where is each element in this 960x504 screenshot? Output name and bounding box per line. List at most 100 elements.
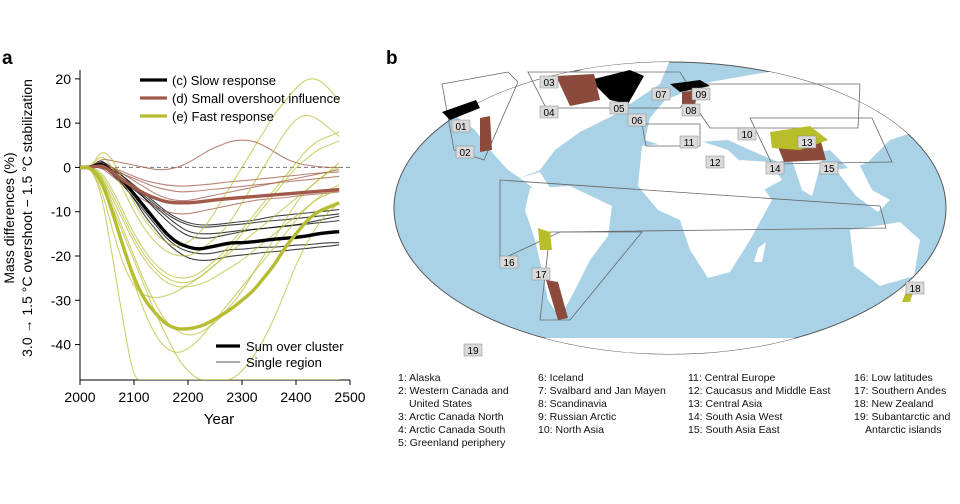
legend-label-single: Single region bbox=[246, 355, 322, 370]
region-tag-box-09 bbox=[691, 87, 711, 101]
panel-a-label: a bbox=[2, 48, 13, 69]
legend-label-sum: Sum over cluster bbox=[246, 339, 344, 354]
region-tag-19: 19 bbox=[467, 346, 479, 357]
region-tag-box-04 bbox=[539, 105, 559, 119]
x-tick-label: 2100 bbox=[118, 389, 149, 405]
panel-b-label: b bbox=[386, 48, 398, 69]
region-tag-11: 11 bbox=[684, 138, 695, 149]
region-8: 8: Scandinavia bbox=[538, 398, 607, 410]
madagascar bbox=[754, 242, 766, 262]
region-5: 5: Greenland periphery bbox=[398, 437, 506, 449]
y-tick-label: -20 bbox=[51, 248, 71, 264]
region-tag-18: 18 bbox=[909, 284, 921, 295]
y-tick-label: -30 bbox=[51, 292, 71, 308]
region-tag-box-11 bbox=[679, 135, 699, 149]
series-small-region bbox=[80, 163, 340, 187]
continent-africa bbox=[638, 140, 772, 278]
legend-top: (c) Slow response (d) Small overshoot in… bbox=[140, 73, 340, 124]
glacier-arctic-canada bbox=[556, 74, 600, 106]
x-tick-label: 2200 bbox=[172, 389, 203, 405]
series-fast-sum bbox=[80, 165, 340, 331]
region-tag-box-12 bbox=[705, 155, 725, 169]
region-tag-box-13 bbox=[797, 135, 817, 149]
x-tick-label: 2300 bbox=[226, 389, 257, 405]
region-12: 12: Caucasus and Middle East bbox=[688, 385, 831, 397]
region-tag-05: 05 bbox=[613, 104, 625, 115]
region-tag-03: 03 bbox=[543, 78, 555, 89]
region-box-southern-andes bbox=[539, 231, 643, 321]
x-tick-label: 2000 bbox=[64, 389, 95, 405]
plot-area: 20 10 0 -10 -20 -30 -40 2000 2100 2200 2300 2400 250… bbox=[51, 70, 366, 405]
series-fast-region bbox=[80, 166, 340, 380]
region-tag-box-01 bbox=[451, 119, 471, 133]
region-tag-04: 04 bbox=[543, 108, 555, 119]
glacier-southern-andes bbox=[546, 280, 568, 320]
series-fast-region bbox=[80, 140, 340, 284]
region-3: 3: Arctic Canada North bbox=[398, 411, 504, 423]
region-tag-box-18 bbox=[905, 281, 925, 295]
y-tick-label: 10 bbox=[55, 115, 71, 131]
region-tag-01: 01 bbox=[455, 122, 467, 133]
region-14: 14: South Asia West bbox=[688, 411, 783, 423]
series-small-region bbox=[80, 139, 340, 171]
region-2: 2: Western Canada and bbox=[398, 385, 509, 397]
region-tag-box-14 bbox=[765, 161, 785, 175]
x-tick-label: 2400 bbox=[280, 389, 311, 405]
region-legend-col-2: 6: Iceland 7: Svalbard and Jan Mayen 8: … bbox=[538, 372, 666, 437]
region-tag-09: 09 bbox=[695, 90, 707, 101]
continent-south-america bbox=[525, 186, 612, 318]
region-tag-box-07 bbox=[651, 87, 671, 101]
region-tag-box-02 bbox=[455, 145, 475, 159]
region-tags: 01 02 03 04 05 06 07 08 09 10 11 12 13 14 15 16 17 18 19 bbox=[451, 75, 925, 357]
legend-label-fast: (e) Fast response bbox=[172, 109, 274, 124]
region-tag-box-05 bbox=[609, 101, 629, 115]
region-tag-06: 06 bbox=[631, 116, 643, 127]
region-tag-box-03 bbox=[539, 75, 559, 89]
region-tag-box-16 bbox=[499, 255, 519, 269]
region-4: 4: Arctic Canada South bbox=[398, 424, 506, 436]
region-box-central-europe bbox=[641, 123, 701, 147]
y-axis-label-line2: 3.0 → 1.5 °C overshoot − 1.5 °C stabiliz… bbox=[19, 79, 35, 357]
region-17: 17: Southern Andes bbox=[854, 385, 947, 397]
region-tag-12: 12 bbox=[709, 158, 721, 169]
region-15: 15: South Asia East bbox=[688, 424, 780, 436]
y-tick-label: -10 bbox=[51, 204, 71, 220]
region-7: 7: Svalbard and Jan Mayen bbox=[538, 385, 666, 397]
series-fast-region bbox=[80, 166, 340, 380]
region-legend-col-4: 16: Low latitudes 17: Southern Andes 18:… bbox=[854, 372, 950, 437]
series-fast-region bbox=[80, 166, 340, 336]
region-16: 16: Low latitudes bbox=[854, 372, 933, 384]
region-tag-10: 10 bbox=[741, 130, 753, 141]
region-box-low-latitudes bbox=[499, 179, 887, 261]
region-tag-box-19 bbox=[463, 343, 483, 357]
legend-label-slow: (c) Slow response bbox=[172, 73, 276, 88]
series-fast-region bbox=[80, 131, 340, 279]
series-small-sum bbox=[80, 164, 340, 205]
glacier-western-canada bbox=[480, 116, 492, 152]
y-tick-label: 20 bbox=[55, 71, 71, 87]
series-fast-region bbox=[80, 78, 340, 247]
region-legend-col-1: 1: Alaska 2: Western Canada and United S… bbox=[398, 372, 509, 450]
region-10: 10: North Asia bbox=[538, 424, 604, 436]
region-tag-15: 15 bbox=[823, 164, 835, 175]
region-11: 11: Central Europe bbox=[688, 372, 776, 384]
y-tick-label: -40 bbox=[51, 337, 71, 353]
region-tag-box-08 bbox=[681, 103, 701, 117]
continent-australia bbox=[850, 222, 920, 286]
region-tag-08: 08 bbox=[685, 106, 697, 117]
region-1: 1: Alaska bbox=[398, 372, 441, 384]
southeast-asia bbox=[836, 166, 890, 212]
region-legend-col-3: 11: Central Europe 12: Caucasus and Midd… bbox=[688, 372, 830, 437]
region-tag-box-06 bbox=[627, 113, 647, 127]
glacier-greenland bbox=[590, 70, 644, 104]
series-fast-region bbox=[80, 166, 340, 288]
region-tag-13: 13 bbox=[801, 138, 813, 149]
series-slow-region bbox=[80, 165, 340, 226]
x-tick-label: 2500 bbox=[334, 389, 365, 405]
x-axis-label: Year bbox=[204, 411, 234, 428]
series-fast-region bbox=[80, 114, 340, 257]
region-box-alaska-canada bbox=[441, 71, 519, 161]
region-19: 19: Subantarctic and bbox=[854, 411, 951, 423]
y-axis-label-line1: Mass differences (%) bbox=[1, 152, 17, 283]
region-legend: 1: Alaska 2: Western Canada and United S… bbox=[398, 372, 958, 452]
